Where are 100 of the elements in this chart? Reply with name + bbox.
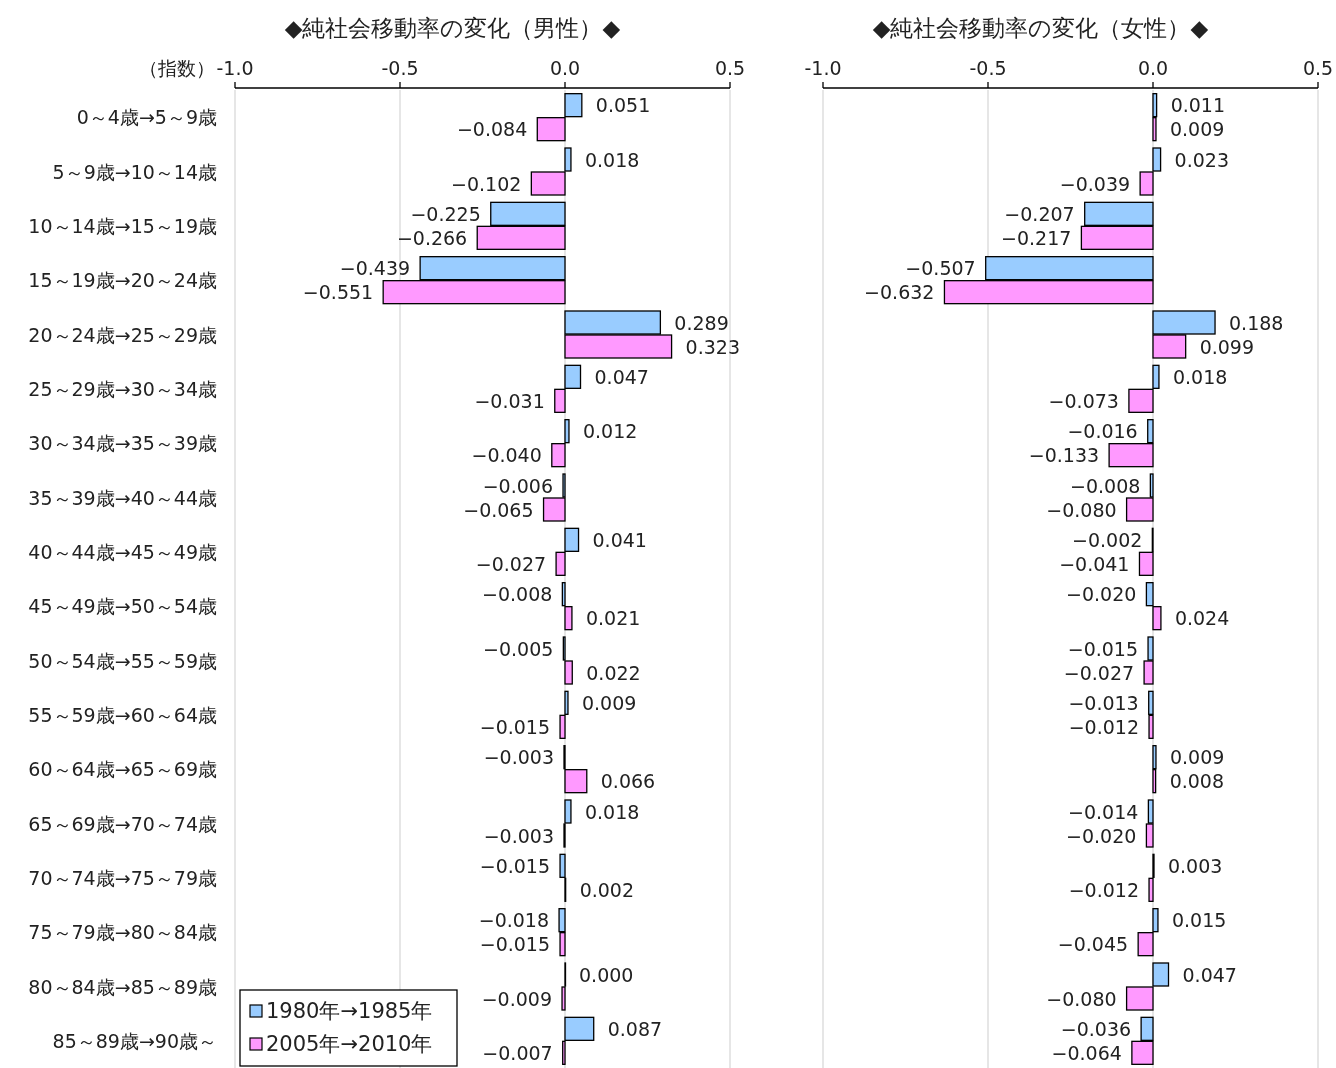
x-tick-label: -1.0 — [216, 57, 254, 79]
y-tick-label: 0～4歳→5～9歳 — [76, 106, 217, 129]
y-tick-label: 65～69歳→70～74歳 — [28, 812, 217, 835]
x-tick-label: 0.5 — [714, 57, 746, 79]
y-tick-label: 45～49歳→50～54歳 — [28, 595, 217, 618]
x-tick-label: 0.0 — [549, 57, 581, 79]
data-label: −0.039 — [1059, 172, 1131, 195]
data-label: 0.289 — [674, 311, 729, 334]
data-label: 0.023 — [1174, 148, 1229, 171]
data-label: 0.066 — [600, 770, 656, 793]
data-label: −0.041 — [1059, 552, 1130, 575]
y-tick-label: 70～74歳→75～79歳 — [28, 866, 217, 889]
data-label: 0.022 — [586, 661, 641, 684]
data-label: −0.040 — [471, 444, 542, 467]
data-label: 0.002 — [579, 878, 635, 901]
y-tick-label: 50～54歳→55～59歳 — [28, 649, 217, 672]
y-tick-label: 15～19歳→20～24歳 — [28, 269, 217, 292]
data-label: −0.266 — [396, 226, 468, 249]
y-tick-label: 35～39歳→40～44歳 — [28, 486, 217, 509]
data-label: 0.018 — [1172, 365, 1228, 388]
legend-label: 1980年→1985年 — [266, 999, 433, 1023]
data-label: −0.080 — [1046, 987, 1117, 1010]
data-label: −0.003 — [483, 746, 555, 769]
x-tick-label: -0.5 — [381, 57, 419, 79]
data-label: −0.027 — [475, 552, 547, 575]
y-tick-label: 80～84歳→85～89歳 — [28, 975, 217, 998]
data-label: −0.084 — [456, 118, 528, 141]
data-label: −0.018 — [478, 909, 550, 932]
y-tick-label: 85～89歳→90歳～ — [52, 1029, 217, 1052]
data-label: −0.045 — [1057, 933, 1129, 956]
data-label: −0.016 — [1067, 420, 1138, 443]
data-label: −0.015 — [479, 854, 551, 877]
data-label: 0.018 — [584, 148, 640, 171]
data-label: −0.013 — [1068, 691, 1139, 714]
data-label: −0.225 — [410, 202, 481, 225]
data-label: 0.099 — [1199, 335, 1255, 358]
data-label: 0.051 — [595, 94, 651, 117]
data-label: −0.080 — [1046, 498, 1117, 521]
data-label: −0.006 — [482, 474, 554, 497]
data-label: −0.002 — [1072, 528, 1143, 551]
data-label: −0.008 — [1070, 474, 1141, 497]
data-label: −0.020 — [1066, 583, 1137, 606]
data-label: 0.012 — [582, 420, 638, 443]
data-label: −0.009 — [481, 987, 553, 1010]
data-label: −0.027 — [1063, 661, 1135, 684]
data-label: −0.003 — [483, 824, 555, 847]
data-label: −0.207 — [1004, 202, 1075, 225]
data-label: 0.323 — [685, 335, 740, 358]
y-tick-label: 55～59歳→60～64歳 — [28, 703, 217, 726]
data-label: −0.031 — [474, 389, 545, 412]
y-tick-label: 5～9歳→10～14歳 — [52, 160, 217, 183]
data-label: 0.015 — [1171, 909, 1227, 932]
data-label: 0.011 — [1170, 94, 1226, 117]
data-label: −0.014 — [1068, 800, 1139, 823]
data-label: 0.024 — [1174, 607, 1230, 630]
x-tick-label: -0.5 — [969, 57, 1007, 79]
x-tick-label: 0.0 — [1137, 57, 1169, 79]
data-label: 0.021 — [585, 607, 641, 630]
data-label: 0.009 — [1169, 118, 1225, 141]
data-label: −0.551 — [302, 281, 374, 304]
data-label: 0.047 — [594, 365, 649, 388]
data-label: 0.008 — [1169, 770, 1225, 793]
y-tick-label: 20～24歳→25～29歳 — [28, 323, 217, 346]
y-tick-label: 30～34歳→35～39歳 — [28, 432, 217, 455]
data-label: 0.003 — [1167, 854, 1223, 877]
data-label: 0.047 — [1182, 963, 1237, 986]
data-label: 0.009 — [581, 691, 637, 714]
data-label: −0.073 — [1048, 389, 1119, 412]
data-label: −0.020 — [1066, 824, 1137, 847]
data-label: −0.012 — [1068, 715, 1140, 738]
x-tick-label: -1.0 — [804, 57, 842, 79]
data-label: −0.015 — [479, 715, 551, 738]
data-label: −0.015 — [1067, 637, 1139, 660]
data-label: −0.036 — [1060, 1017, 1132, 1040]
data-label: −0.217 — [1001, 226, 1072, 249]
data-label: −0.064 — [1051, 1041, 1122, 1064]
data-label: −0.065 — [463, 498, 534, 521]
x-axis-title: （指数） — [139, 57, 215, 79]
y-tick-label: 40～44歳→45～49歳 — [28, 540, 217, 563]
data-label: −0.133 — [1028, 444, 1100, 467]
data-label: 0.188 — [1229, 311, 1284, 334]
legend-label: 2005年→2010年 — [266, 1032, 433, 1056]
data-label: −0.012 — [1068, 878, 1140, 901]
data-label: −0.102 — [451, 172, 522, 195]
y-tick-label: 75～79歳→80～84歳 — [28, 921, 217, 944]
data-label: 0.018 — [584, 800, 640, 823]
data-label: −0.008 — [482, 583, 553, 606]
data-label: 0.009 — [1169, 746, 1225, 769]
x-tick-label: 0.5 — [1302, 57, 1334, 79]
chart-title: ◆純社会移動率の変化（男性）◆ — [284, 15, 621, 41]
data-label: −0.007 — [482, 1041, 553, 1064]
data-label: −0.015 — [479, 933, 551, 956]
data-label: 0.087 — [607, 1017, 663, 1040]
y-tick-label: 25～29歳→30～34歳 — [28, 377, 217, 400]
y-tick-label: 60～64歳→65～69歳 — [28, 758, 217, 781]
data-label: 0.041 — [592, 528, 647, 551]
y-tick-label: 10～14歳→15～19歳 — [28, 214, 217, 237]
data-label: 0.000 — [579, 963, 634, 986]
data-label: −0.632 — [864, 281, 935, 304]
data-label: −0.507 — [905, 257, 976, 280]
